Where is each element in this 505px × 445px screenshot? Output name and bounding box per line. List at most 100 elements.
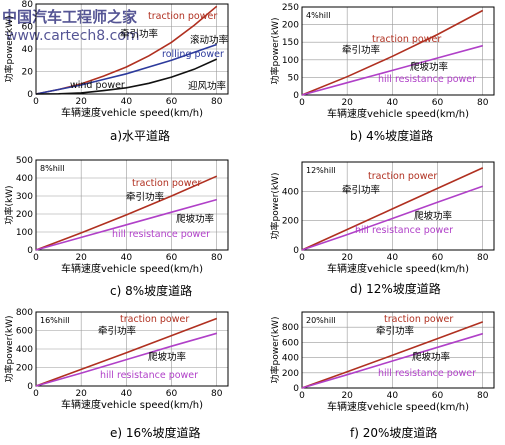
x-tick-label: 20 [341,391,353,401]
y-tick-label: 200 [16,364,33,374]
series-label-cn: 迎风功率 [188,80,227,92]
panel-caption: c) 8%坡度道路 [110,283,192,298]
y-tick-label: 800 [282,323,299,333]
x-tick-label: 40 [387,391,399,401]
series-label: wind power [70,80,125,91]
series-line-rolling-power [35,43,217,95]
x-tick-label: 80 [211,253,223,263]
plot-frame [35,311,229,387]
x-tick-label: 80 [477,98,489,108]
y-tick-label: 600 [16,327,33,337]
series-label: traction power [120,314,189,325]
y-tick-label: 100 [282,56,299,66]
chart-panel-5: 0 200 400 600 800 0 20 40 60 80 车辆速度vehicle speed(… [3,308,229,440]
y-tick-label: 200 [282,217,299,227]
series-line-hill-resistance-power [301,332,483,389]
series-label: hill resistance power [378,74,476,85]
series-label-cn: 爬坡功率 [410,61,449,73]
y-tick-label: 0 [293,91,299,101]
x-tick-label: 40 [121,97,133,107]
series-line-traction-power [301,9,484,96]
panel-caption: d) 12%坡度道路 [350,281,441,296]
series-label: traction power [372,34,441,45]
panel-caption: e) 16%坡度道路 [110,425,201,440]
x-tick-label: 20 [75,389,87,399]
series-label-cn: 滚动功率 [190,34,229,46]
x-tick-label: 80 [477,391,489,401]
plot-frame [301,6,495,96]
x-tick-label: 60 [166,97,178,107]
series-label: traction power [148,11,217,22]
slope-label: 4%hill [306,11,330,20]
x-tick-label: 80 [211,97,223,107]
y-tick-label: 200 [16,210,33,220]
series-label: traction power [384,314,453,325]
x-axis-title: 车辆速度vehicle speed(km/h) [61,262,203,275]
y-axis-title: 功率(kW) [3,185,15,224]
x-tick-label: 0 [33,253,39,263]
series-label-cn: 牵引功率 [342,184,381,196]
series-label-cn: 牵引功率 [376,325,415,337]
series-label: hill resistance power [100,370,198,381]
y-axis-title: 功率power(kW) [3,316,15,383]
series-line-hill-resistance-power [35,332,217,387]
x-tick-label: 60 [166,253,178,263]
x-axis-title: 车辆速度vehicle speed(km/h) [327,400,469,413]
x-tick-label: 60 [432,98,444,108]
plot-frame [35,159,229,251]
x-tick-label: 0 [299,391,305,401]
panel-caption: a)水平道路 [110,128,170,143]
x-tick-label: 0 [33,97,39,107]
x-tick-label: 40 [121,389,133,399]
y-axis-title: 功率power(kW) [3,16,15,83]
chart-panel-6: 0 200 400 600 800 0 20 40 60 80 车辆速度vehicle speed(… [269,311,495,440]
y-tick-label: 40 [22,45,34,55]
panel-caption: f) 20%坡度道路 [350,425,437,440]
series-label: rolling power [162,49,224,60]
x-tick-label: 20 [341,253,353,263]
plot-frame [301,311,495,389]
plot-frame [35,3,229,95]
watermark-line2: www.cartech8.com [6,28,139,44]
series-label: hill resistance power [355,225,453,236]
x-tick-label: 40 [121,253,133,263]
x-tick-label: 60 [432,253,444,263]
x-tick-label: 80 [477,253,489,263]
panel-caption: b) 4%坡度道路 [350,128,433,143]
series-line-traction-power [35,175,218,251]
y-axis-title: 功率power(kW) [269,18,281,85]
y-tick-label: 150 [282,38,299,48]
x-axis-title: 车辆速度vehicle speed(km/h) [327,262,469,275]
chart-panel-2: 0 50 100 150 200 250 0 20 40 60 80 车辆速度vehicle spee… [269,3,495,143]
x-tick-label: 20 [341,98,353,108]
series-line-wind-power [35,58,218,95]
slope-label: 12%hill [306,166,336,175]
slope-label: 20%hill [306,316,336,325]
y-tick-label: 400 [282,354,299,364]
y-axis-title: 功率power(kW) [269,317,281,384]
y-tick-label: 500 [16,156,33,166]
series-label-cn: 爬坡功率 [412,351,451,363]
y-tick-label: 300 [16,192,33,202]
y-tick-label: 200 [282,21,299,31]
series-label-cn: 爬坡功率 [176,213,215,225]
x-axis-title: 车辆速度vehicle speed(km/h) [327,107,469,120]
series-label: traction power [368,171,437,182]
series-label-cn: 牵引功率 [98,325,137,337]
y-tick-label: 200 [282,369,299,379]
y-tick-label: 0 [27,90,33,100]
x-tick-label: 20 [75,253,87,263]
series-line-traction-power [35,317,217,387]
x-tick-label: 60 [166,389,178,399]
x-tick-label: 0 [299,98,305,108]
series-line-hill-resistance-power [301,185,483,251]
y-tick-label: 400 [16,174,33,184]
series-label: hill resistance power [378,368,476,379]
chart-panel-4: 0 200 400 0 20 40 60 80 车辆速度vehicle speed(km/h) 功… [269,161,495,296]
series-label-cn: 牵引功率 [126,191,165,203]
series-line-hill-resistance-power [301,44,483,96]
series-label-cn: 牵引功率 [342,44,381,56]
x-tick-label: 0 [33,389,39,399]
y-tick-label: 0 [293,246,299,256]
y-tick-label: 800 [16,308,33,318]
